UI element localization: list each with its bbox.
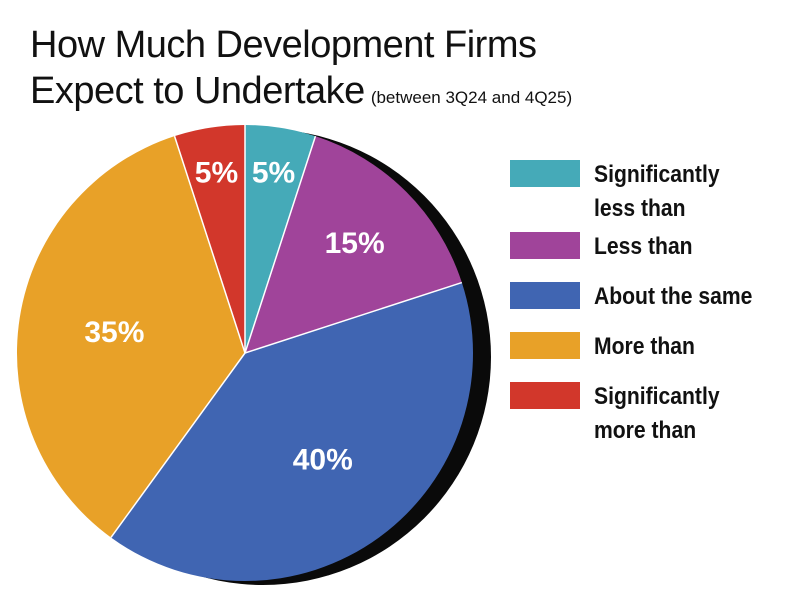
pie-data-label-about-the-same: 40% bbox=[293, 443, 353, 476]
pie-slice-separator bbox=[173, 135, 246, 354]
legend-label: Significantly more than bbox=[594, 383, 720, 444]
pie-slice-separator bbox=[244, 281, 463, 354]
legend-item-about-the-same: About the same bbox=[510, 280, 780, 322]
pie-slices bbox=[16, 125, 474, 582]
pie-slice-significantly-less-than bbox=[245, 125, 316, 353]
legend-label: About the same bbox=[594, 283, 753, 310]
chart-title-line-1: How Much Development Firms bbox=[30, 24, 537, 66]
legend-item-significantly-more-than: Significantly more than bbox=[510, 380, 780, 448]
chart-subtitle: (between 3Q24 and 4Q25) bbox=[370, 88, 573, 107]
pie-data-label-more-than: 35% bbox=[84, 316, 144, 349]
pie-slice-about-the-same bbox=[110, 282, 474, 582]
pie-slice-separator bbox=[110, 352, 246, 538]
legend-swatch bbox=[510, 232, 580, 259]
legend-item-significantly-less-than: Significantly less than bbox=[510, 158, 780, 226]
pie-data-label-less-than: 15% bbox=[325, 227, 385, 260]
legend-swatch bbox=[510, 160, 580, 187]
legend-item-more-than: More than bbox=[510, 330, 780, 372]
chart-title: How Much Development Firms Expect to Und… bbox=[30, 22, 572, 121]
pie-data-label-significantly-less-than: 5% bbox=[252, 156, 295, 189]
chart-title-line-2: Expect to Undertake (between 3Q24 and 4Q2… bbox=[30, 68, 572, 121]
legend-label: Significantly less than bbox=[594, 161, 720, 222]
legend-item-less-than: Less than bbox=[510, 230, 780, 272]
legend-swatch bbox=[510, 382, 580, 409]
pie-slice-separator bbox=[244, 135, 317, 354]
legend-swatch bbox=[510, 282, 580, 309]
pie-data-label-significantly-more-than: 5% bbox=[195, 156, 238, 189]
pie-slice-more-than bbox=[16, 136, 246, 538]
pie-slice-significantly-more-than bbox=[174, 125, 245, 353]
pie-data-labels: 5% 15% 40% 35% 5% bbox=[84, 156, 384, 476]
chart-title-line-2-text: Expect to Undertake bbox=[30, 70, 365, 112]
legend-label: More than bbox=[594, 333, 695, 360]
legend-label: Less than bbox=[594, 233, 693, 260]
legend-swatch bbox=[510, 332, 580, 359]
pie-slice-less-than bbox=[245, 136, 462, 353]
legend: Significantly less than Less than About … bbox=[510, 158, 780, 448]
